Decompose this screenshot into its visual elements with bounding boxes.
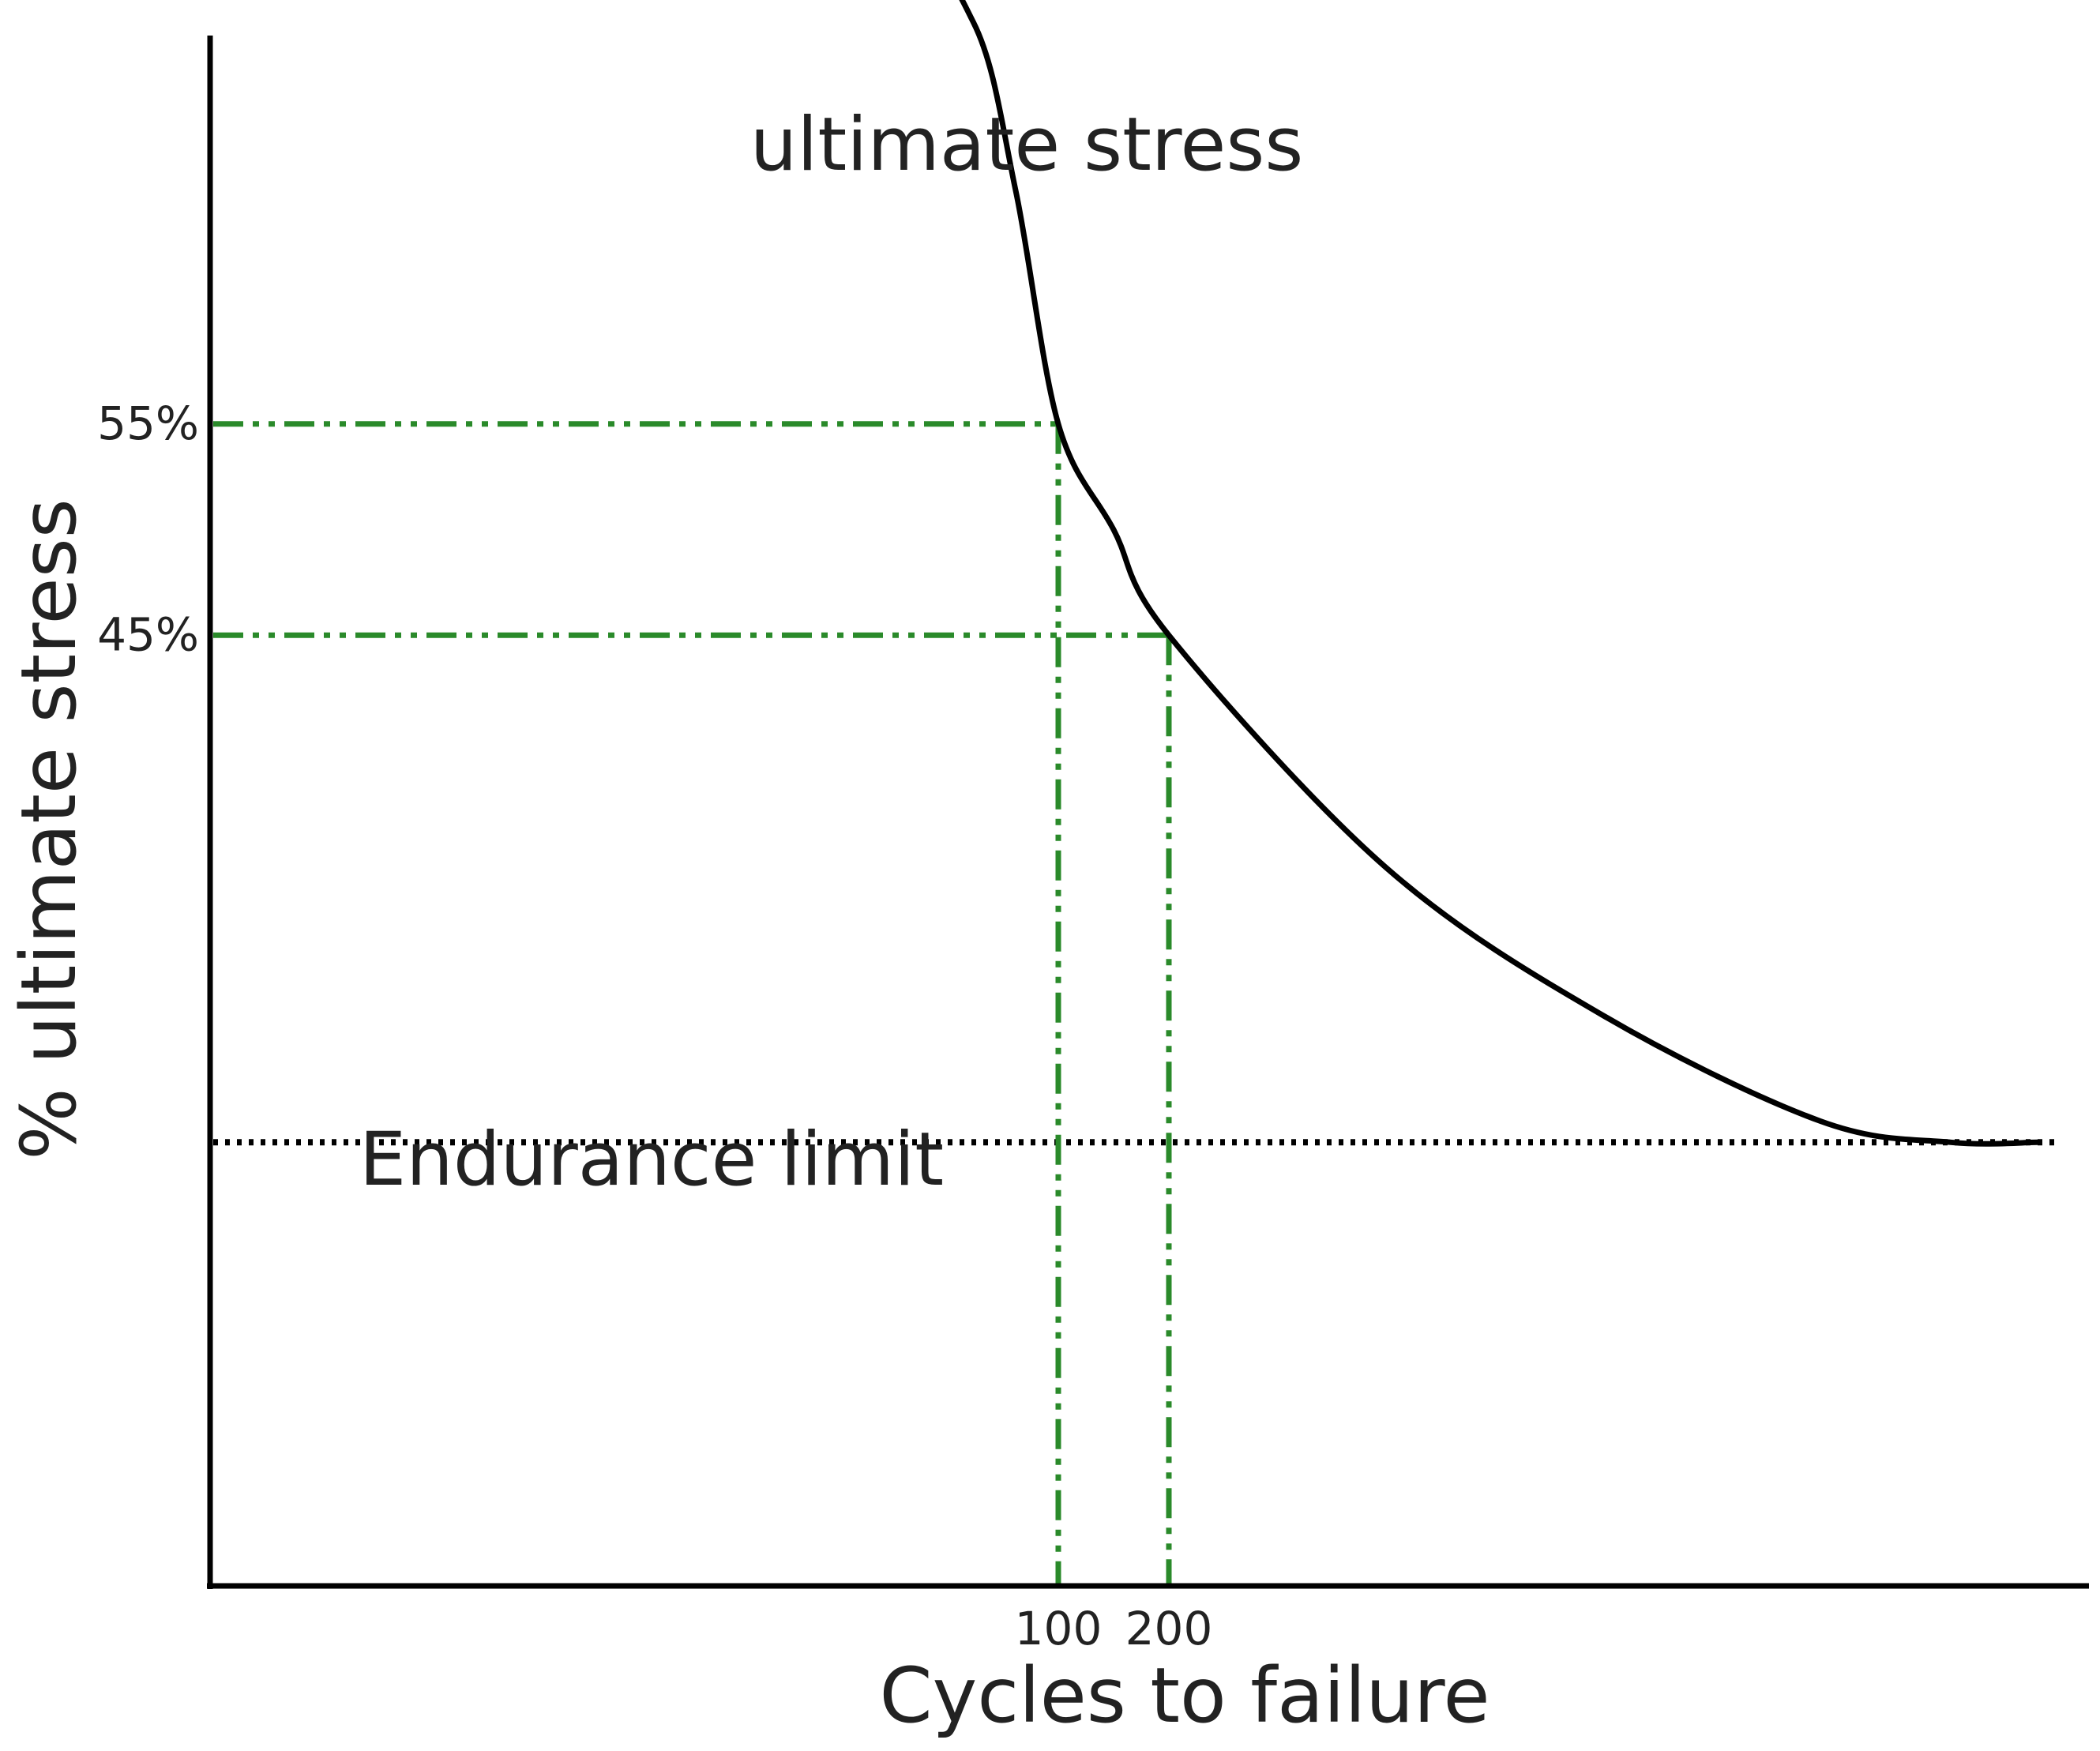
series-curve-1 — [959, 0, 2041, 1147]
reference-lines — [213, 1139, 2061, 1146]
x-tick-label-100: 100 — [1015, 1602, 1103, 1655]
x-tick-label-200: 200 — [1125, 1602, 1213, 1655]
endurance-limit-label: Endurance limit — [359, 1117, 944, 1203]
y-tick-label-55%: 55% — [97, 396, 199, 450]
ultimate-stress-label: ultimate stress — [750, 102, 1304, 188]
x-axis-title: Cycles to failure — [879, 1651, 1490, 1740]
y-axis-title: % ultimate stress — [5, 498, 93, 1159]
y-tick-label-45%: 45% — [97, 607, 199, 661]
tick-labels: 100 200 55% 45% — [97, 396, 1212, 1655]
curve-layer — [959, 0, 2041, 1147]
guide-lines — [213, 421, 1172, 1586]
